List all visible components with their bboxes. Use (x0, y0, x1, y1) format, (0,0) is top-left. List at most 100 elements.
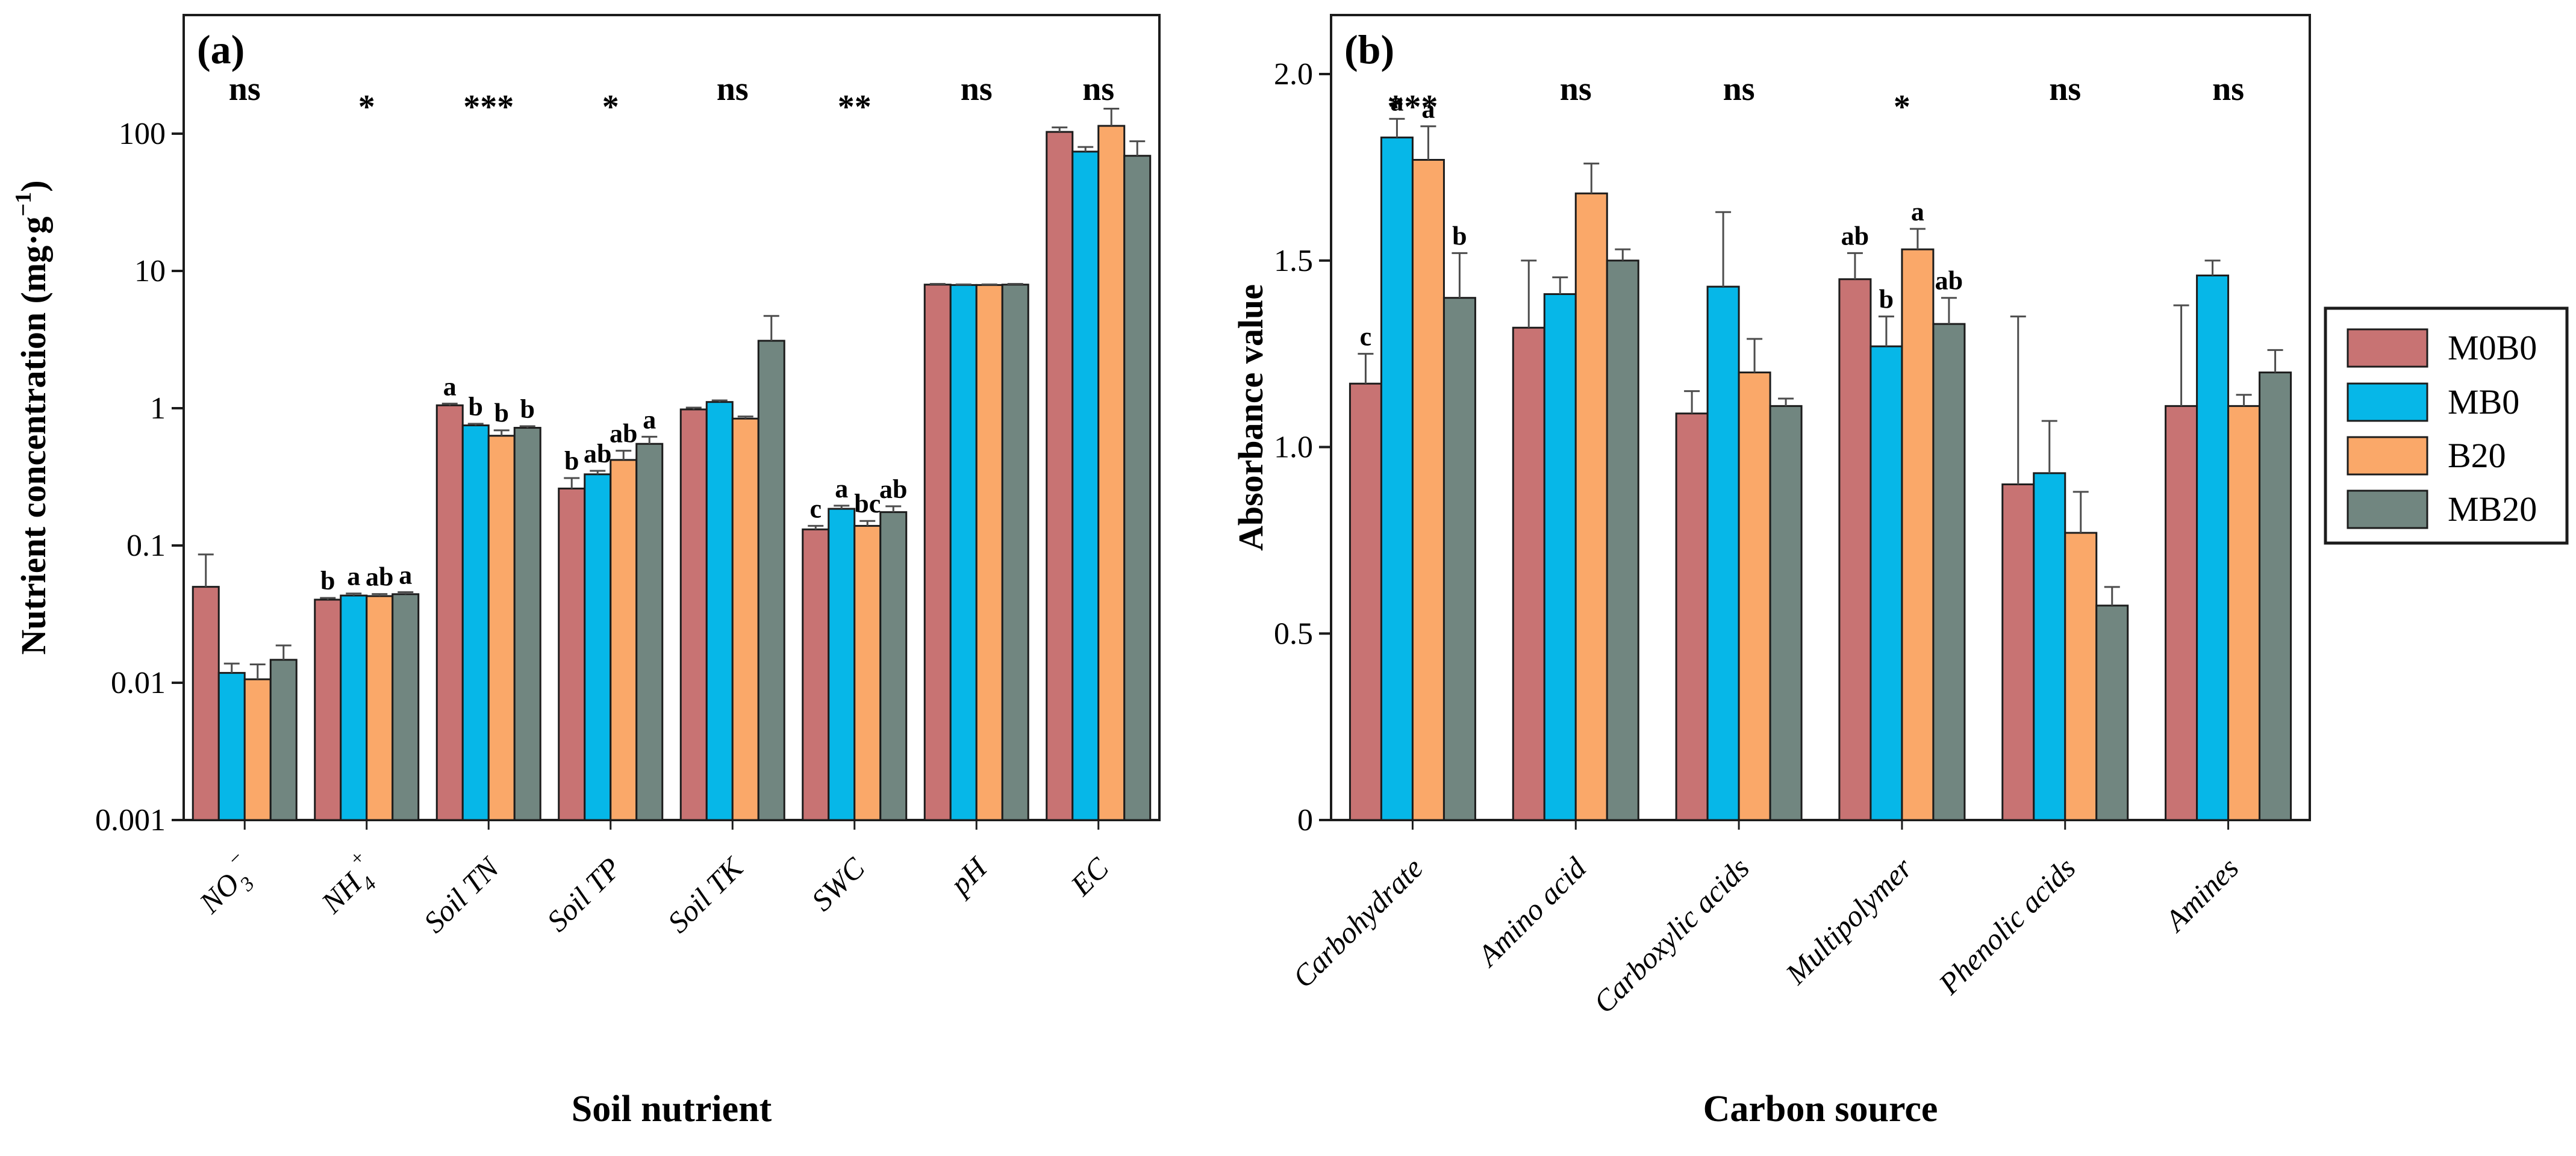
letter-annotation: b (1879, 285, 1894, 314)
bar-M0B0-group3 (558, 487, 586, 821)
letter-annotation: b (1452, 221, 1467, 250)
bar-MB20-group0 (269, 659, 298, 821)
significance-mark: * (358, 89, 375, 126)
y-tick-label: 0.01 (111, 666, 166, 700)
bar-M0B0-group2 (435, 404, 464, 821)
bar-M0B0-group6 (923, 284, 952, 821)
bar-B20-group0 (1411, 158, 1445, 821)
bar-M0B0-group3 (1838, 278, 1872, 821)
significance-mark: ns (1560, 70, 1592, 108)
y-tick-label: 1.5 (1274, 244, 1313, 278)
bar-B20-group1 (1574, 192, 1608, 821)
bar-MB20-group3 (1932, 323, 1966, 821)
bar-MB20-group5 (2259, 371, 2292, 821)
bar-MB0-group6 (949, 284, 978, 821)
y-tick-label: 0.5 (1274, 617, 1313, 651)
y-tick-label: 2.0 (1274, 57, 1313, 92)
bar-B20-group6 (975, 284, 1003, 821)
letter-annotation: a (347, 562, 360, 591)
letter-annotation: b (494, 399, 509, 428)
legend-label-MB20: MB20 (2448, 489, 2537, 529)
letter-annotation: a (1911, 197, 1924, 226)
legend-label-MB0: MB0 (2448, 382, 2519, 421)
bar-MB20-group7 (1123, 155, 1152, 821)
letter-annotation: a (399, 561, 412, 590)
bar-M0B0-group5 (802, 528, 830, 821)
letter-annotation: ab (584, 439, 611, 468)
bar-MB0-group5 (828, 508, 856, 821)
bar-MB20-group2 (1769, 405, 1803, 821)
y-tick-label: 100 (119, 117, 166, 151)
legend-swatch-B20 (2347, 436, 2428, 476)
letter-annotation: ab (1841, 221, 1869, 250)
bar-M0B0-group4 (2001, 483, 2035, 821)
panel-tag-(b): (b) (1344, 26, 1394, 72)
bar-MB20-group2 (513, 427, 541, 821)
legend-label-B20: B20 (2448, 436, 2506, 475)
bar-MB20-group6 (1001, 284, 1029, 821)
legend-swatch-MB0 (2347, 382, 2428, 422)
significance-mark: ns (717, 70, 749, 108)
significance-mark: ** (838, 89, 872, 126)
bar-MB0-group7 (1071, 151, 1100, 821)
y-tick-label: 0 (1297, 803, 1313, 837)
legend-swatch-MB20 (2347, 489, 2428, 529)
bar-B20-group2 (487, 435, 516, 821)
letter-annotation: a (643, 405, 656, 434)
bar-MB0-group5 (2196, 275, 2230, 821)
letter-annotation: bc (854, 489, 881, 518)
letter-annotation: ab (1935, 266, 1963, 296)
bar-MB0-group2 (1706, 285, 1740, 821)
bar-MB0-group3 (1870, 345, 1903, 821)
bar-MB20-group1 (1606, 259, 1639, 821)
bar-B20-group0 (243, 678, 272, 821)
bar-M0B0-group5 (2165, 405, 2198, 821)
letter-annotation: b (564, 446, 579, 476)
bar-M0B0-group1 (314, 598, 342, 821)
significance-mark: *** (1387, 89, 1438, 126)
bar-B20-group7 (1097, 125, 1126, 821)
bar-MB0-group1 (1543, 293, 1577, 821)
panel-tag-(a): (a) (197, 26, 245, 72)
bar-MB20-group4 (757, 340, 785, 821)
letter-annotation: b (320, 566, 335, 595)
x-axis-title: Carbon source (1703, 1089, 1938, 1130)
y-tick-label: 1 (150, 391, 166, 426)
bar-M0B0-group2 (1675, 412, 1709, 821)
letter-annotation: a (1421, 95, 1435, 124)
letter-annotation: a (1390, 87, 1403, 116)
letter-annotation: b (469, 392, 483, 421)
letter-annotation: c (1360, 322, 1372, 352)
bar-MB20-group5 (879, 511, 908, 821)
bar-B20-group4 (2064, 532, 2098, 821)
letter-annotation: c (809, 494, 822, 523)
bar-MB20-group1 (391, 593, 420, 821)
bar-B20-group5 (2227, 405, 2261, 821)
letter-annotation: a (835, 474, 848, 503)
legend-label-M0B0: M0B0 (2448, 328, 2537, 367)
bar-MB0-group4 (705, 401, 734, 821)
significance-mark: ns (961, 70, 993, 108)
bar-MB0-group4 (2033, 472, 2066, 821)
significance-mark: ns (1723, 70, 1755, 108)
bar-B20-group1 (366, 595, 394, 821)
y-axis-title: Nutrient concentration (mg·g−1) (11, 180, 53, 654)
bar-MB0-group3 (584, 473, 612, 821)
y-tick-label: 0.1 (126, 529, 166, 563)
bar-MB0-group0 (1380, 136, 1414, 821)
significance-mark: ns (2212, 70, 2244, 108)
letter-annotation: ab (366, 562, 393, 592)
bar-M0B0-group7 (1046, 131, 1074, 821)
bar-M0B0-group4 (679, 408, 708, 821)
bar-MB0-group0 (217, 672, 246, 821)
bar-MB20-group3 (635, 443, 664, 821)
panel-frame-(b) (1330, 14, 2311, 821)
legend-swatch-M0B0 (2347, 328, 2428, 368)
significance-mark: ns (2049, 70, 2081, 108)
significance-mark: ns (1082, 70, 1114, 108)
bar-B20-group5 (853, 524, 882, 821)
bar-M0B0-group0 (1349, 382, 1382, 821)
